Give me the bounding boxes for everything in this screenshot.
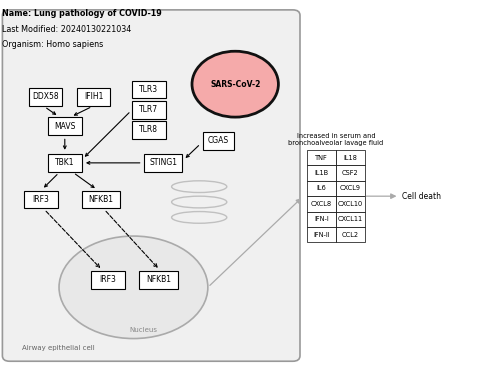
FancyBboxPatch shape (203, 132, 234, 150)
FancyBboxPatch shape (139, 271, 178, 289)
Text: SARS-CoV-2: SARS-CoV-2 (210, 80, 260, 89)
FancyBboxPatch shape (24, 191, 58, 208)
Text: CCL2: CCL2 (342, 232, 359, 238)
FancyBboxPatch shape (82, 191, 120, 208)
Bar (307, 196, 336, 212)
Text: Airway epithelial cell: Airway epithelial cell (22, 346, 95, 351)
Bar (336, 181, 365, 196)
Text: TNF: TNF (315, 155, 328, 161)
Bar (307, 227, 336, 242)
Text: IFN-I: IFN-I (314, 216, 329, 222)
Bar (307, 181, 336, 196)
Text: CXCL11: CXCL11 (338, 216, 363, 222)
Text: IL18: IL18 (344, 155, 357, 161)
Bar (336, 227, 365, 242)
Circle shape (192, 51, 278, 117)
Bar (336, 196, 365, 212)
Text: IFN-II: IFN-II (313, 232, 330, 238)
FancyBboxPatch shape (132, 121, 166, 139)
Text: Cell death: Cell death (402, 192, 441, 201)
FancyBboxPatch shape (2, 10, 300, 361)
Bar (307, 150, 336, 165)
Text: STING1: STING1 (149, 158, 177, 167)
Text: IRF3: IRF3 (32, 195, 49, 204)
Text: Last Modified: 20240130221034: Last Modified: 20240130221034 (2, 25, 132, 34)
Text: Nucleus: Nucleus (129, 327, 157, 333)
Text: NFKB1: NFKB1 (146, 276, 171, 284)
FancyBboxPatch shape (48, 117, 82, 135)
Text: Increased in serum and
bronchoalveolar lavage fluid: Increased in serum and bronchoalveolar l… (288, 133, 384, 146)
Text: IL1B: IL1B (314, 170, 329, 176)
Text: CXCL10: CXCL10 (338, 201, 363, 207)
Text: TLR7: TLR7 (139, 105, 158, 114)
Text: IRF3: IRF3 (99, 276, 117, 284)
Bar (336, 150, 365, 165)
FancyBboxPatch shape (144, 154, 182, 172)
Text: TBK1: TBK1 (55, 158, 74, 167)
Text: TLR8: TLR8 (139, 126, 158, 134)
Text: IL6: IL6 (317, 186, 326, 191)
Bar (336, 212, 365, 227)
FancyBboxPatch shape (48, 154, 82, 172)
Bar (336, 165, 365, 181)
Bar (307, 212, 336, 227)
Text: TLR3: TLR3 (139, 85, 158, 94)
Text: MAVS: MAVS (54, 122, 75, 131)
FancyBboxPatch shape (132, 101, 166, 119)
Text: CGAS: CGAS (208, 137, 229, 145)
Text: IFIH1: IFIH1 (84, 93, 103, 101)
FancyBboxPatch shape (77, 88, 110, 106)
Text: Name: Lung pathology of COVID-19: Name: Lung pathology of COVID-19 (2, 9, 162, 18)
Text: Organism: Homo sapiens: Organism: Homo sapiens (2, 40, 104, 49)
Bar (307, 165, 336, 181)
FancyBboxPatch shape (91, 271, 125, 289)
Ellipse shape (59, 236, 208, 339)
Text: CXCL9: CXCL9 (340, 186, 361, 191)
Text: DDX58: DDX58 (32, 93, 59, 101)
Text: CXCL8: CXCL8 (311, 201, 332, 207)
Text: CSF2: CSF2 (342, 170, 359, 176)
Text: NFKB1: NFKB1 (88, 195, 113, 204)
FancyBboxPatch shape (132, 81, 166, 98)
FancyBboxPatch shape (29, 88, 62, 106)
